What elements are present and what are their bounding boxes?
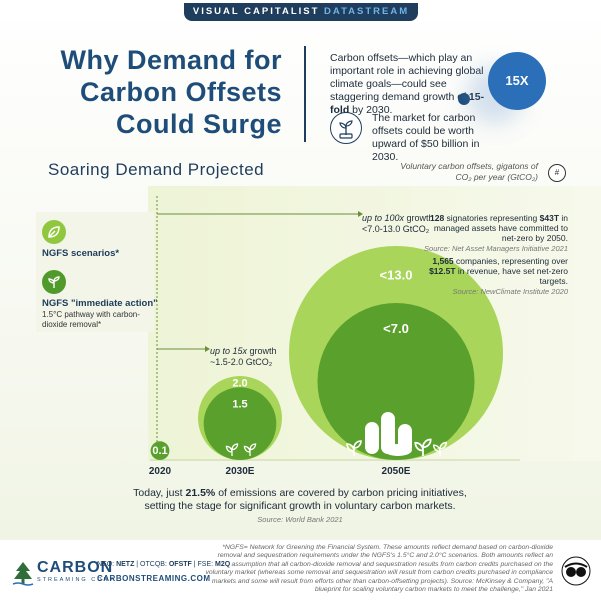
legend-label-ngfs: NGFS scenarios* xyxy=(42,248,120,259)
tree-icon-0 xyxy=(365,422,379,454)
unit-note: Voluntary carbon offsets, gigatons of CO… xyxy=(400,161,538,182)
sprout-icon xyxy=(42,270,66,294)
website-link[interactable]: CARBONSTREAMING.COM xyxy=(97,574,211,583)
logo-subtitle: STREAMING CORP xyxy=(37,577,116,583)
market-text: The market for carbon offsets could be w… xyxy=(372,112,480,163)
sprout-icon-2050-a xyxy=(346,440,362,456)
title-line-2: Carbon Offsets xyxy=(79,77,282,107)
top-bar: VISUAL CAPITALIST DATASTREAM xyxy=(0,0,601,22)
small-dot xyxy=(458,93,470,105)
bubble-label-ngfs-2030e: 2.0 xyxy=(232,378,247,390)
section-title: Soaring Demand Projected xyxy=(48,160,265,179)
visual-capitalist-logo-icon xyxy=(561,556,591,586)
product-name: DATASTREAM xyxy=(324,6,410,17)
guide-arrow-2050 xyxy=(358,211,363,217)
bubble-immediate-2050e xyxy=(317,302,475,460)
sprout-icon-2030-b xyxy=(243,443,257,456)
brand-banner: VISUAL CAPITALIST DATASTREAM xyxy=(184,3,418,21)
logo-name: CARBON xyxy=(37,559,114,576)
money-plant-icon xyxy=(330,112,362,144)
title-line-1: Why Demand for xyxy=(60,45,282,75)
footer xyxy=(0,540,601,601)
growth-100x-annotation: up to 100x growth <7.0-13.0 GtCO₂ xyxy=(362,213,434,234)
intro-text: Carbon offsets—which play an important r… xyxy=(330,52,485,116)
sprout-icon-2030-a xyxy=(225,443,239,456)
page-title: Why Demand for Carbon Offsets Could Surg… xyxy=(10,44,282,140)
stock-tickers: NEO: NETZ | OTCQB: OFSTF | FSE: M2Q xyxy=(97,561,231,568)
bubble-ngfs-2020 xyxy=(150,441,170,460)
sprout-icon-2050-c xyxy=(432,441,448,456)
title-divider xyxy=(304,46,306,142)
legend-desc-immediate: 1.5°C pathway with carbon-dioxide remova… xyxy=(42,310,140,329)
leaf-icon xyxy=(42,220,66,244)
category-label-2050e: 2050E xyxy=(382,466,411,477)
companies-note: 1,565 companies, representing over $12.5… xyxy=(429,256,568,296)
bubble-label-immediate-2050e: <7.0 xyxy=(383,321,409,336)
category-label-2020: 2020 xyxy=(149,466,172,477)
bubble-immediate-2030e xyxy=(203,387,277,460)
title-line-3: Could Surge xyxy=(116,109,282,139)
growth-bubble: 15X xyxy=(488,52,546,110)
bubble-label-ngfs-2050e: <13.0 xyxy=(380,267,413,282)
sprout-icon-2050-b xyxy=(414,438,432,456)
asset-managers-note: 128 signatories representing $43T in man… xyxy=(424,213,568,253)
bubble-label-immediate-2030e: 1.5 xyxy=(232,398,247,410)
legend-label-immediate: NGFS "immediate action" xyxy=(42,298,158,309)
footnote: *NGFS= Network for Greening the Financia… xyxy=(205,544,553,594)
bubble-label-ngfs-2020: 0.1 xyxy=(152,445,167,457)
tree-icon-1 xyxy=(381,412,395,454)
growth-15x-annotation: up to 15x growth ~1.5-2.0 GtCO₂ xyxy=(210,346,277,367)
carbon-streaming-logo-icon xyxy=(12,561,34,587)
hash-icon: # xyxy=(548,164,566,182)
cloud-icon xyxy=(384,444,412,456)
guide-arrow-2030 xyxy=(205,346,210,352)
category-label-2030e: 2030E xyxy=(226,466,255,477)
brand-name: VISUAL CAPITALIST xyxy=(192,6,320,17)
bottom-summary: Today, just 21.5% of emissions are cover… xyxy=(133,487,467,524)
